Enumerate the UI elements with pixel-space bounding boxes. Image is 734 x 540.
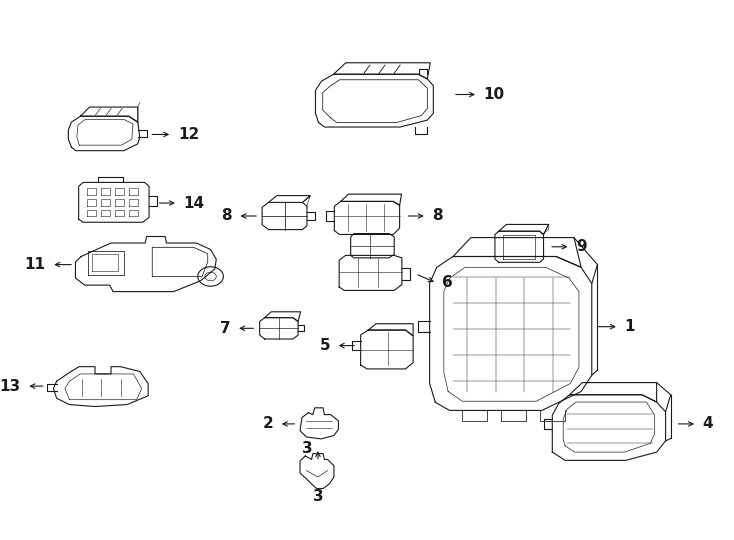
Text: 2: 2 (263, 416, 273, 431)
Text: 8: 8 (221, 208, 232, 224)
Text: 8: 8 (432, 208, 443, 224)
Text: 9: 9 (576, 239, 586, 254)
Text: 14: 14 (184, 195, 205, 211)
Text: 4: 4 (702, 416, 713, 431)
Text: 7: 7 (220, 321, 230, 336)
Text: 10: 10 (484, 87, 505, 102)
Text: 13: 13 (0, 379, 21, 394)
Text: 11: 11 (24, 257, 46, 272)
Text: 5: 5 (319, 338, 330, 353)
Text: 3: 3 (302, 441, 312, 456)
Text: 6: 6 (443, 275, 453, 291)
Text: 3: 3 (313, 489, 323, 504)
Text: 1: 1 (625, 319, 635, 334)
Text: 12: 12 (178, 127, 199, 142)
